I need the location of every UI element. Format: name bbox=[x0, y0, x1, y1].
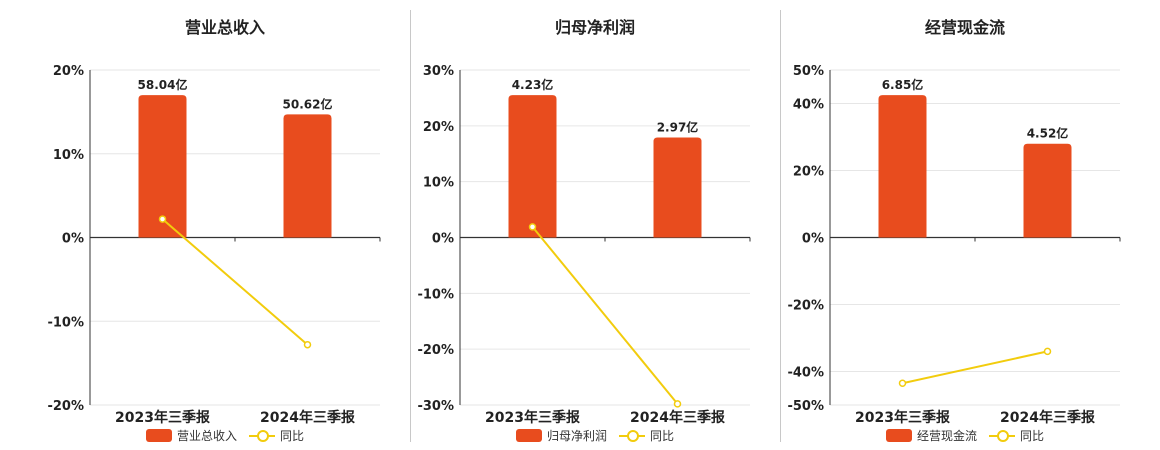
y-tick-label: 20% bbox=[423, 120, 454, 135]
y-tick-label: -20% bbox=[787, 299, 824, 314]
chart-panel-cash-flow: 经营现金流 50% 40% 20% 0% -20% -40% -50% 6.85亿 4.52亿 2… bbox=[780, 0, 1150, 450]
cash-flow-chart-svg: 50% 40% 20% 0% -20% -40% -50% 6.85亿 4.52亿 2023年三季… bbox=[787, 64, 1121, 426]
y-tick-label: 50% bbox=[793, 64, 824, 79]
yoy-point bbox=[1043, 347, 1052, 356]
panel-divider bbox=[780, 10, 781, 442]
chart-legend: 经营现金流 同比 bbox=[780, 426, 1150, 444]
y-tick-label: 30% bbox=[423, 64, 454, 79]
y-tick-label: -10% bbox=[417, 287, 454, 302]
chart-panel-net-profit: 归母净利润 30% 20% 10% 0% -10% -20% -30% 4.23亿 2.97亿 2… bbox=[410, 0, 780, 450]
bar bbox=[283, 114, 332, 238]
y-tick-label: 20% bbox=[53, 64, 84, 79]
y-tick-label: -20% bbox=[417, 343, 454, 358]
bar-swatch-icon bbox=[145, 428, 172, 442]
bar bbox=[138, 95, 187, 238]
bar bbox=[508, 95, 557, 238]
bar bbox=[878, 95, 927, 238]
bar bbox=[1023, 143, 1072, 238]
bar-value-label: 58.04亿 bbox=[138, 77, 188, 92]
bar-swatch-icon bbox=[515, 428, 542, 442]
y-tick-label: -20% bbox=[47, 399, 84, 414]
line-marker-icon bbox=[619, 429, 645, 442]
y-tick-label: -50% bbox=[787, 399, 824, 414]
y-tick-label: 0% bbox=[432, 232, 454, 247]
yoy-point bbox=[303, 340, 312, 349]
line-marker-icon bbox=[989, 429, 1015, 442]
revenue-chart-svg: 20% 10% 0% -10% -20% 58.04亿 50.62亿 2023年三季报 2024… bbox=[47, 64, 381, 426]
chart-legend: 营业总收入 同比 bbox=[40, 426, 410, 444]
chart-legend: 归母净利润 同比 bbox=[410, 426, 780, 444]
legend-label-bar: 营业总收入 bbox=[176, 428, 237, 443]
chart-title: 归母净利润 bbox=[554, 18, 635, 37]
legend-label-yoy: 同比 bbox=[1020, 428, 1045, 443]
y-tick-label: 10% bbox=[53, 148, 84, 163]
y-tick-label: -40% bbox=[787, 366, 824, 381]
x-tick-label: 2024年三季报 bbox=[630, 409, 725, 426]
legend-item-bar[interactable]: 经营现金流 bbox=[885, 427, 977, 444]
bar-value-label: 4.52亿 bbox=[1027, 126, 1069, 141]
legend-item-bar[interactable]: 营业总收入 bbox=[145, 427, 237, 444]
bar-value-label: 2.97亿 bbox=[657, 120, 699, 135]
chart-title: 营业总收入 bbox=[184, 18, 265, 37]
y-tick-label: 0% bbox=[802, 232, 824, 247]
y-tick-label: 10% bbox=[423, 176, 454, 191]
x-tick-label: 2023年三季报 bbox=[855, 409, 950, 426]
bar-value-label: 4.23亿 bbox=[512, 77, 554, 92]
yoy-line bbox=[902, 350, 1048, 385]
x-tick-label: 2023年三季报 bbox=[485, 409, 580, 426]
bar-value-label: 6.85亿 bbox=[882, 77, 924, 92]
yoy-line bbox=[531, 226, 679, 405]
legend-label-bar: 归母净利润 bbox=[546, 428, 607, 443]
legend-item-bar[interactable]: 归母净利润 bbox=[515, 427, 607, 444]
y-tick-label: 40% bbox=[793, 98, 824, 113]
legend-item-yoy[interactable]: 同比 bbox=[619, 427, 674, 444]
bar-value-label: 50.62亿 bbox=[283, 96, 333, 111]
yoy-line bbox=[161, 218, 309, 346]
legend-label-yoy: 同比 bbox=[280, 428, 305, 443]
net-profit-chart-svg: 30% 20% 10% 0% -10% -20% -30% 4.23亿 2.97亿 2023年三季… bbox=[417, 64, 751, 426]
yoy-point bbox=[673, 400, 682, 408]
y-tick-label: -30% bbox=[417, 399, 454, 414]
y-tick-label: -10% bbox=[47, 315, 84, 330]
bar-swatch-icon bbox=[885, 428, 912, 442]
x-tick-label: 2024年三季报 bbox=[1000, 409, 1095, 426]
y-tick-label: 20% bbox=[793, 165, 824, 180]
line-marker-icon bbox=[249, 429, 275, 442]
chart-title: 经营现金流 bbox=[924, 18, 1005, 37]
bar bbox=[653, 137, 702, 238]
yoy-point bbox=[528, 223, 537, 231]
panel-divider bbox=[410, 10, 411, 442]
x-tick-label: 2023年三季报 bbox=[115, 409, 210, 426]
yoy-point bbox=[898, 379, 907, 387]
chart-panel-revenue: 营业总收入 20% 10% 0% -10% -20% 58.04亿 50.62亿 2023年三… bbox=[40, 0, 410, 450]
yoy-point bbox=[158, 215, 167, 223]
legend-item-yoy[interactable]: 同比 bbox=[249, 427, 304, 444]
legend-item-yoy[interactable]: 同比 bbox=[989, 427, 1044, 444]
legend-label-yoy: 同比 bbox=[650, 428, 675, 443]
x-tick-label: 2024年三季报 bbox=[260, 409, 355, 426]
y-tick-label: 0% bbox=[62, 232, 84, 247]
legend-label-bar: 经营现金流 bbox=[916, 428, 977, 443]
